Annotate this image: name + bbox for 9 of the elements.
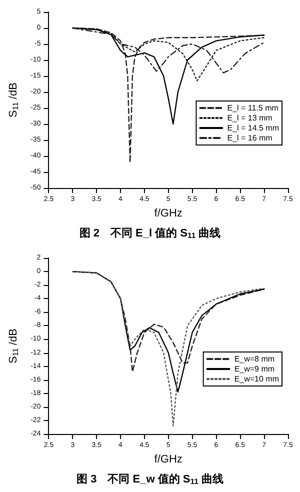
legend-label: E_w=8 mm <box>234 354 275 364</box>
legend-label: E_l = 14.5 mm <box>227 124 280 132</box>
legend-label: E_l = 11.5 mm <box>227 104 279 112</box>
x-axis-title: f/GHz <box>154 453 182 466</box>
legend-label: E_w=9 mm <box>234 364 275 374</box>
x-axis-title: f/GHz <box>154 207 182 220</box>
legend-label: E_w=10 mm <box>234 374 280 384</box>
legend-label: E_l = 13 mm <box>227 114 273 122</box>
legend-label: E_l = 16 mm <box>227 134 273 142</box>
